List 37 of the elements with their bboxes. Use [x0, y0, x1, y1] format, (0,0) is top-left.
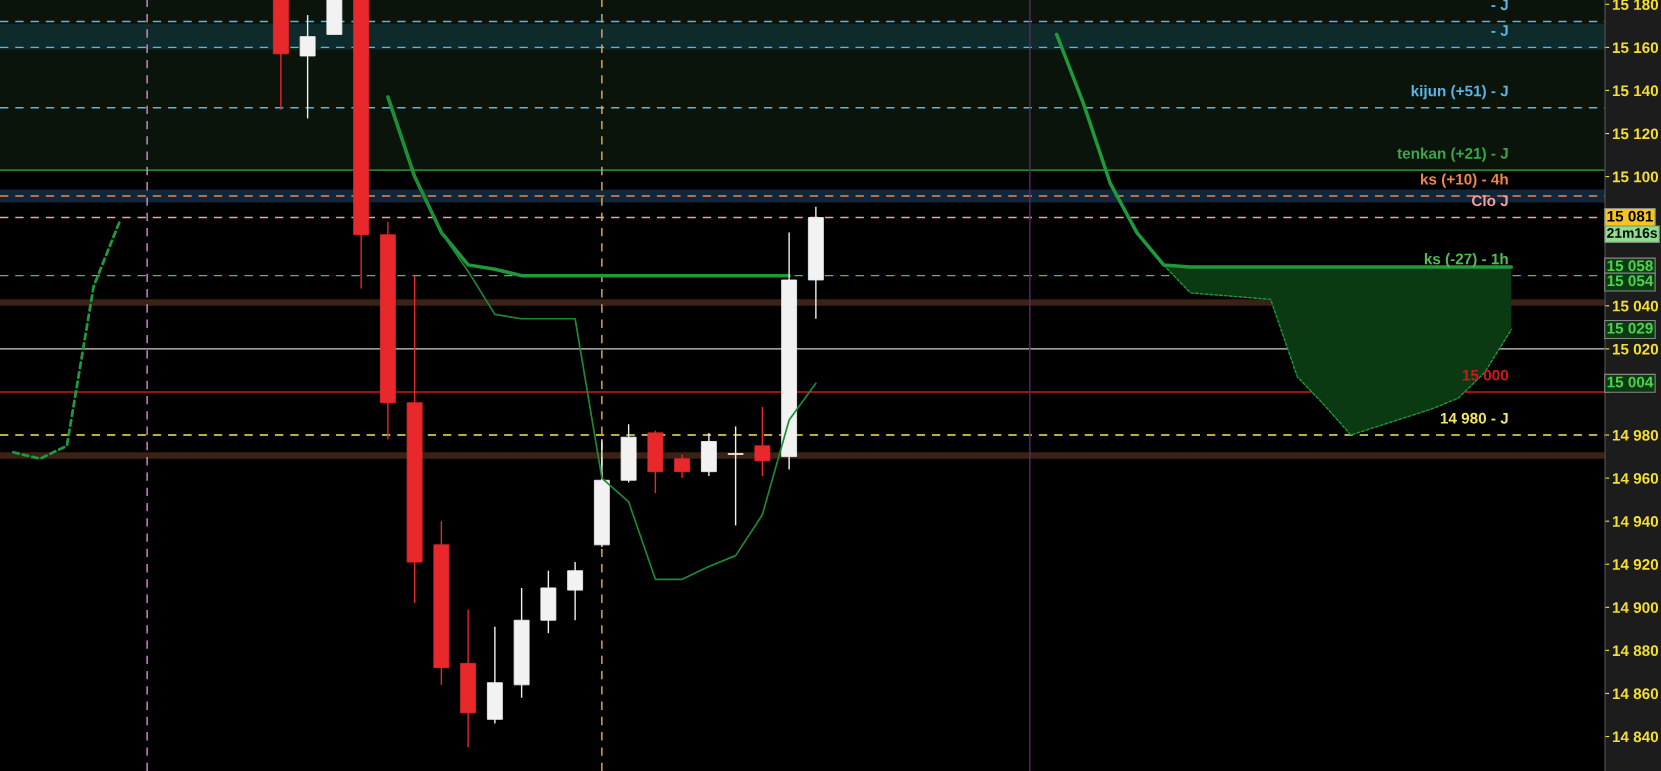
ref-line-label: 15 000 — [1462, 369, 1509, 381]
y-tick-label: 15 020 — [1612, 343, 1659, 355]
candlestick — [299, 14, 316, 120]
candlestick — [567, 561, 584, 621]
y-tick-label: 14 980 — [1612, 429, 1659, 441]
y-tick-label: 14 900 — [1612, 602, 1659, 614]
text: 15 054 — [1607, 275, 1654, 287]
text: 15 081 — [1607, 210, 1653, 222]
candlestick — [754, 406, 771, 477]
y-tick-label: 15 120 — [1612, 128, 1659, 140]
y-tick-label: 15 040 — [1612, 300, 1659, 312]
y-tick-label: 15 180 — [1612, 0, 1659, 10]
ref-line-label: Clo J — [1471, 194, 1508, 207]
y-tick-label: 14 940 — [1612, 516, 1659, 527]
text: 15 058 — [1607, 260, 1653, 272]
y-tick-label: 14 860 — [1612, 688, 1659, 700]
ref-line-label: kijun (+51) - J — [1411, 85, 1508, 100]
y-tick-label: 15 140 — [1612, 85, 1659, 97]
line-series — [11, 218, 122, 461]
y-tick-label: 15 160 — [1612, 42, 1659, 54]
line-series — [387, 96, 817, 581]
candlestick — [727, 425, 744, 527]
ref-line-label: - J — [1491, 25, 1508, 37]
text: 21m16s — [1607, 228, 1658, 238]
y-tick-label: 15 100 — [1612, 171, 1659, 183]
ref-line-label: ks (-27) - 1h — [1424, 253, 1508, 268]
ref-line-label: ks (+10) - 4h — [1421, 173, 1508, 188]
ref-line-label: tenkan (+21) - J — [1397, 147, 1508, 162]
ref-line-label: 14 980 - J — [1440, 412, 1508, 424]
candlestick — [674, 453, 691, 479]
y-tick-label: 14 880 — [1612, 645, 1659, 657]
y-tick-label: 14 840 — [1612, 731, 1659, 743]
y-tick-label: 14 960 — [1612, 472, 1659, 484]
ref-line-label: - J — [1491, 0, 1508, 11]
text: 15 004 — [1607, 376, 1654, 388]
text: 15 029 — [1607, 322, 1653, 334]
y-tick-label: 14 920 — [1612, 559, 1659, 570]
